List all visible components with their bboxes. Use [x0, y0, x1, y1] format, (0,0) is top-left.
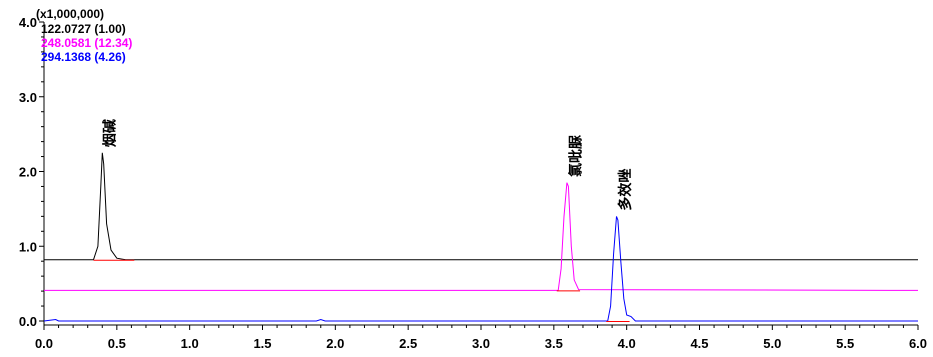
peak-label: 氯吡脲 — [567, 134, 584, 177]
series-group — [43, 152, 919, 322]
peak-label: 多效唑 — [617, 169, 634, 211]
legend: (x1,000,000)122.0727 (1.00)248.0581 (12.… — [36, 7, 132, 64]
legend-entry: 248.0581 (12.34) — [41, 36, 132, 50]
y-multiplier-label: (x1,000,000) — [36, 7, 104, 21]
x-tick-label: 6.0 — [909, 336, 927, 351]
legend-entry: 122.0727 (1.00) — [41, 22, 126, 36]
ticks: 0.0 0.5 1.0 1.5 2.0 2.5 3.0 3.5 4.0 4.5 5.0 5.5 6.0 0… — [19, 15, 927, 351]
y-tick-label: 1.0 — [19, 239, 37, 254]
y-tick-label: 3.0 — [19, 90, 37, 105]
x-tick-label: 0.0 — [35, 336, 53, 351]
y-tick-label: 4.0 — [19, 15, 37, 30]
peak-label: 烟碱 — [101, 119, 118, 147]
series-line-2 — [44, 182, 919, 291]
y-tick-label: 2.0 — [19, 165, 37, 180]
x-tick-label: 4.5 — [690, 336, 708, 351]
legend-entry: 294.1368 (4.26) — [41, 50, 126, 64]
axes — [43, 22, 918, 326]
x-tick-label: 3.0 — [472, 336, 490, 351]
x-tick-label: 3.5 — [545, 336, 563, 351]
x-tick-label: 4.0 — [618, 336, 636, 351]
x-tick-label: 2.0 — [326, 336, 344, 351]
x-tick-label: 5.0 — [763, 336, 781, 351]
series-line-1 — [44, 152, 918, 261]
x-tick-label: 0.5 — [108, 336, 126, 351]
x-tick-label: 5.5 — [836, 336, 854, 351]
x-tick-label: 1.0 — [181, 336, 199, 351]
x-tick-label: 2.5 — [399, 336, 417, 351]
series-line-3 — [43, 216, 918, 322]
x-tick-label: 1.5 — [253, 336, 271, 351]
y-tick-label: 0.0 — [19, 314, 37, 329]
